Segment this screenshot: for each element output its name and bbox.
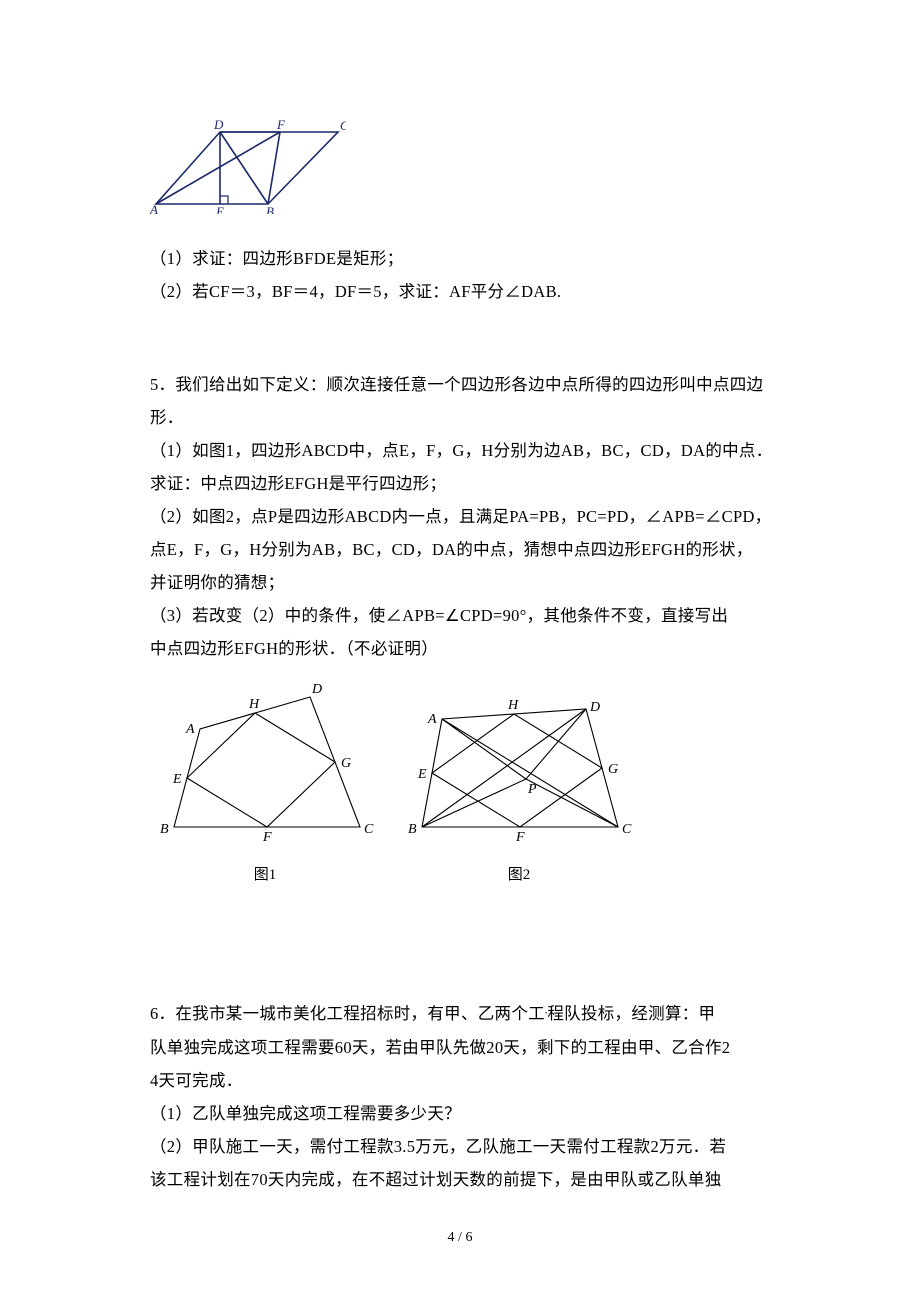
page-total: 6 <box>465 1230 472 1245</box>
q5-stem: 5．我们给出如下定义：顺次连接任意一个四边形各边中点所得的四边形叫中点四边形． <box>150 368 775 434</box>
page-sep: / <box>455 1230 466 1245</box>
page-footer: 4 / 6 <box>0 1230 920 1246</box>
page-number: 4 <box>448 1230 455 1245</box>
svg-text:D: D <box>311 682 322 697</box>
q5-sub1b: 求证：中点四边形EFGH是平行四边形； <box>150 467 775 500</box>
q4-sub1: （1）求证：四边形BFDE是矩形； <box>150 242 775 275</box>
q4-diagram: A B C D E F <box>150 118 346 214</box>
q6-stem1a: 6．在我市某一城市美化工程招标时，有甲、乙两个工 <box>150 1004 545 1023</box>
svg-text:D: D <box>213 118 224 132</box>
svg-text:H: H <box>507 698 519 713</box>
svg-text:G: G <box>341 756 351 771</box>
svg-text:图2: 图2 <box>508 866 531 883</box>
svg-text:F: F <box>276 118 286 132</box>
svg-text:C: C <box>340 118 346 133</box>
svg-text:B: B <box>160 822 169 837</box>
q5-diagram: A B C D E F G H 图1 A B C D E F G H P 图2 <box>160 679 632 887</box>
q5-sub2b: 点E，F，G，H分别为AB，BC，CD，DA的中点，猜想中点四边形EFGH的形状… <box>150 533 775 566</box>
svg-text:G: G <box>608 762 618 777</box>
svg-text:B: B <box>408 822 417 837</box>
svg-text:F: F <box>262 830 272 845</box>
svg-text:E: E <box>172 772 182 787</box>
svg-text:E: E <box>215 204 224 214</box>
q5-sub2c: 并证明你的猜想； <box>150 566 775 599</box>
q6-stem2: 队单独完成这项工程需要60天，若由甲队先做20天，剩下的工程由甲、乙合作2 <box>150 1031 775 1064</box>
svg-text:A: A <box>427 712 437 727</box>
q6-sub2b: 该工程计划在70天内完成，在不超过计划天数的前提下，是由甲队或乙队单独 <box>150 1163 775 1196</box>
svg-text:E: E <box>417 767 427 782</box>
q5-sub3b: 中点四边形EFGH的形状．（不必证明） <box>150 632 775 665</box>
svg-text:B: B <box>266 204 274 214</box>
q5-figures: A B C D E F G H 图1 A B C D E F G H P 图2 <box>160 679 775 887</box>
q6-stem1: 6．在我市某一城市美化工程招标时，有甲、乙两个工•程队投标，经测算：甲 <box>150 997 775 1031</box>
svg-text:H: H <box>248 697 260 712</box>
svg-text:D: D <box>589 700 600 715</box>
q6-sub2a: （2）甲队施工一天，需付工程款3.5万元，乙队施工一天需付工程款2万元．若 <box>150 1130 775 1163</box>
q6-stem3: 4天可完成． <box>150 1064 775 1097</box>
svg-text:C: C <box>364 822 374 837</box>
q6-stem1b: 程队投标，经测算：甲 <box>547 1004 715 1023</box>
svg-text:A: A <box>185 722 195 737</box>
q5-sub2a: （2）如图2，点P是四边形ABCD内一点，且满足PA=PB，PC=PD，∠APB… <box>150 500 775 533</box>
document-page: A B C D E F （1）求证：四边形BFDE是矩形； （2）若CF＝3，BF＝4，D… <box>0 0 920 1196</box>
q5-sub3a: （3）若改变（2）中的条件，使∠APB=∠CPD=90°，其他条件不变，直接写出 <box>150 599 775 632</box>
q6-sub1: （1）乙队单独完成这项工程需要多少天？ <box>150 1097 775 1130</box>
svg-text:A: A <box>150 202 158 214</box>
svg-text:图1: 图1 <box>254 866 277 883</box>
svg-text:F: F <box>515 830 525 845</box>
q4-sub2: （2）若CF＝3，BF＝4，DF＝5，求证：AF平分∠DAB. <box>150 275 775 308</box>
q4-figure: A B C D E F <box>150 118 775 214</box>
svg-text:C: C <box>622 822 632 837</box>
svg-text:P: P <box>527 782 537 797</box>
q5-sub1a: （1）如图1，四边形ABCD中，点E，F，G，H分别为边AB，BC，CD，DA的… <box>150 434 775 467</box>
